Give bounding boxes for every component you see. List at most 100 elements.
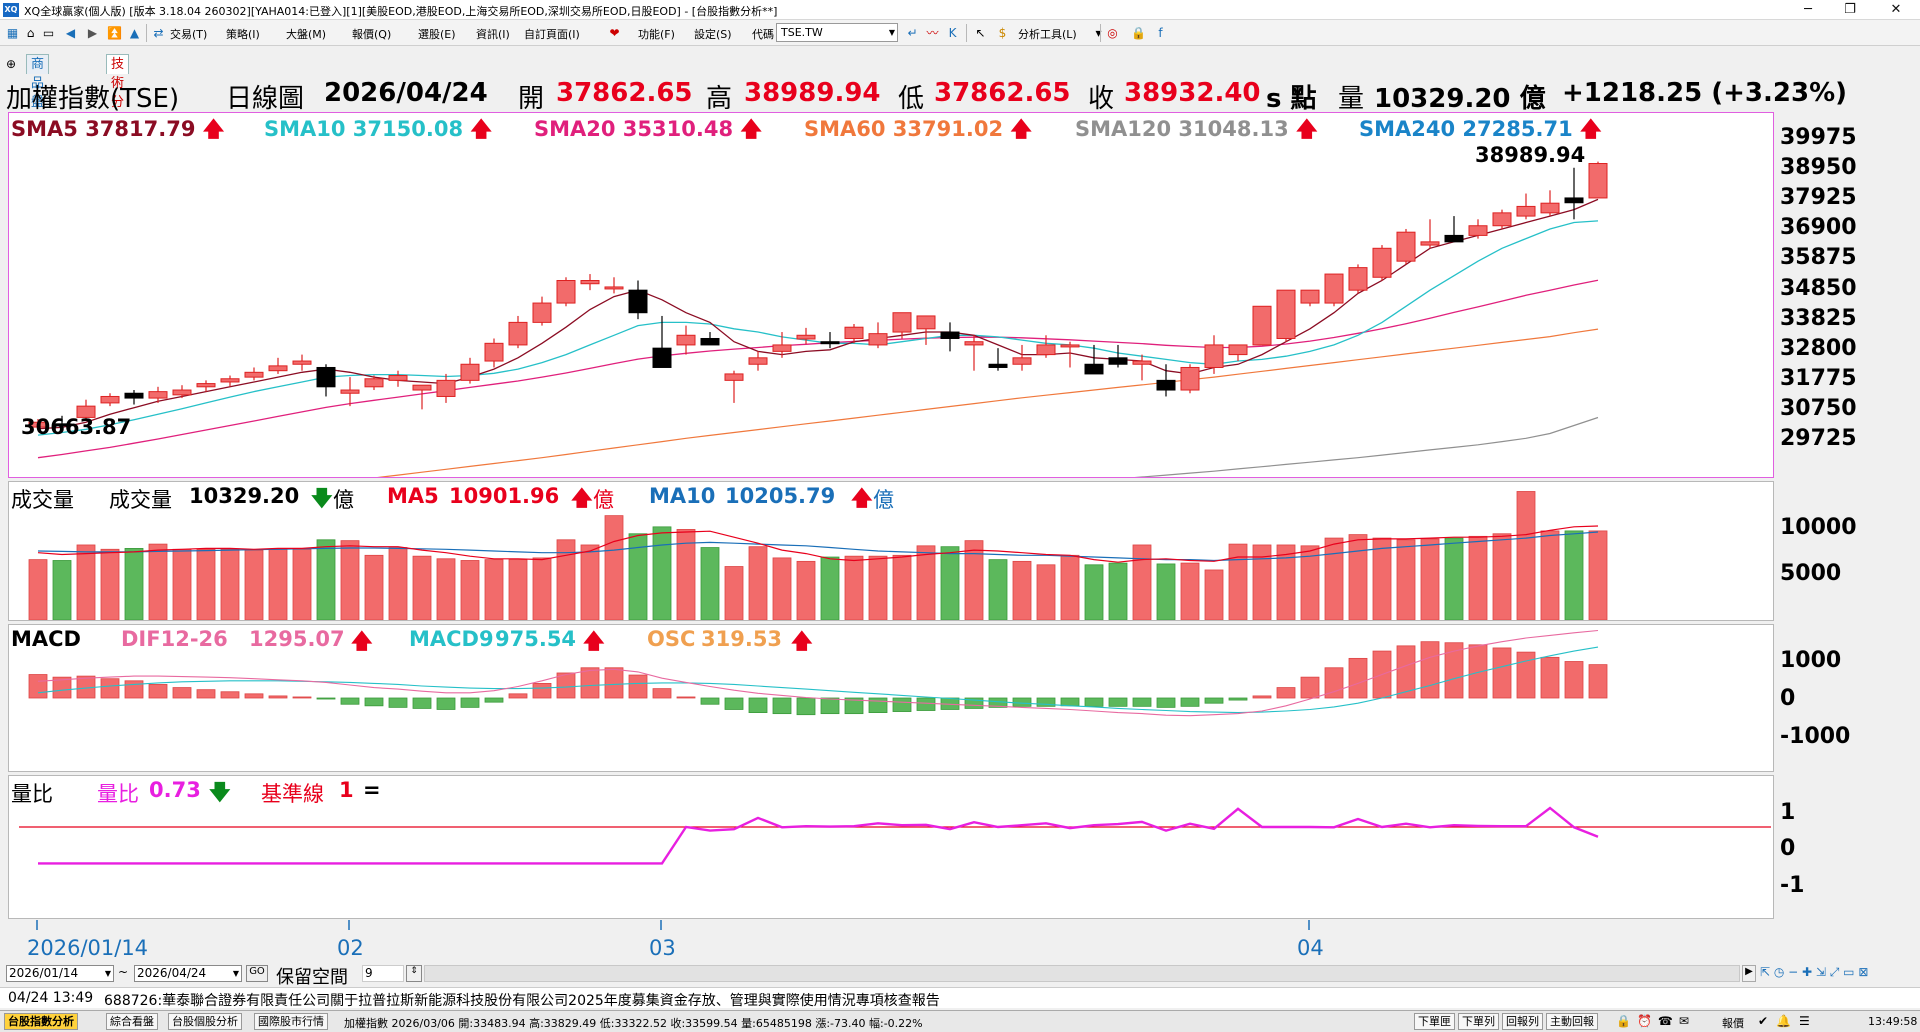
range-tilde: ~: [118, 965, 129, 979]
target-icon[interactable]: ◎: [1107, 25, 1118, 40]
osc-bar: [1444, 642, 1464, 699]
macd-panel[interactable]: MACD DIF12-26 1295.07 🡅 MACD9 975.54 🡅 O…: [8, 624, 1774, 772]
menu-info[interactable]: 資訊(I): [476, 28, 510, 41]
candle-body: [316, 366, 336, 388]
line-chart-icon[interactable]: 〰: [926, 26, 939, 40]
symbol-input[interactable]: TSE.TW ▼: [776, 23, 898, 42]
volume-bar: [364, 554, 384, 620]
enter-icon[interactable]: ↵: [907, 25, 918, 40]
go-button[interactable]: GO: [246, 965, 268, 982]
minimize-button[interactable]: ─: [1804, 2, 1812, 17]
close-button[interactable]: ✕: [1890, 2, 1902, 17]
legend-sma5: SMA5 37817.79 🡅: [11, 117, 225, 141]
status-tab-overview[interactable]: 綜合看盤: [106, 1013, 158, 1030]
candle-body: [268, 365, 288, 372]
menu-analysis-tools[interactable]: 分析工具(L): [1018, 28, 1077, 41]
heart-icon[interactable]: ❤: [609, 25, 620, 40]
dollar-icon[interactable]: $: [998, 25, 1007, 40]
lock-icon[interactable]: 🔒: [1131, 25, 1146, 40]
up-icon[interactable]: ▲: [129, 25, 140, 40]
volume-bar: [556, 539, 576, 620]
osc-value: 319.53: [701, 627, 783, 651]
volume-bar: [100, 548, 120, 620]
menu-settings[interactable]: 設定(S): [694, 28, 732, 41]
volume-bar: [1252, 544, 1272, 620]
to-date-input[interactable]: 2026/04/24 ▼: [134, 965, 242, 982]
status-tab-global[interactable]: 國際股市行情: [254, 1013, 328, 1030]
menu-custom-page[interactable]: 自訂頁面(I): [524, 28, 580, 41]
candle-body: [1156, 379, 1176, 391]
horizontal-scrollbar[interactable]: [424, 965, 1740, 982]
tab-quote[interactable]: 商品盤勢: [26, 54, 50, 129]
order-bar-button[interactable]: 下單列: [1458, 1013, 1499, 1030]
spinner-icon[interactable]: ⇕: [406, 965, 422, 982]
news-ticker[interactable]: 04/24 13:49 688726:華泰聯合證券有限責任公司關于拉普拉斯新能源…: [0, 987, 1920, 1009]
menu-select[interactable]: 選股(E): [418, 28, 456, 41]
k-chart-icon[interactable]: K: [948, 25, 957, 40]
grid-icon[interactable]: ▦: [6, 25, 19, 40]
scroll-right-icon[interactable]: ▶: [1742, 965, 1756, 982]
osc-bar: [796, 697, 816, 716]
order-box-button[interactable]: 下單匣: [1414, 1013, 1455, 1030]
osc-bar: [1204, 697, 1224, 704]
sma20-line: [37, 279, 1599, 459]
osc-bar: [484, 697, 504, 703]
back-icon[interactable]: ◀: [65, 25, 76, 40]
osc-bar: [1180, 697, 1200, 707]
volume-bar: [1156, 563, 1176, 620]
report-bar-button[interactable]: 回報列: [1502, 1013, 1543, 1030]
restore-button[interactable]: ❐: [1844, 2, 1856, 17]
up-arrow-icon: 🡅: [740, 117, 762, 141]
ma10-value: 10205.79: [725, 484, 836, 508]
candle-body: [1396, 231, 1416, 262]
volume-panel[interactable]: 成交量 成交量 10329.20 🡇 億 MA5 10901.96 🡅 億 MA…: [8, 481, 1774, 621]
status-tab-index-analysis[interactable]: 台股指數分析: [4, 1013, 78, 1030]
candle-body: [436, 379, 456, 397]
volume-bar: [1060, 554, 1080, 620]
volume-bar: [1444, 537, 1464, 620]
candle-body: [292, 360, 312, 365]
high-value: 38989.94: [744, 78, 881, 108]
volume-bar: [1204, 569, 1224, 620]
chevron-down-icon[interactable]: ▼: [232, 969, 239, 978]
facebook-icon[interactable]: f: [1158, 25, 1163, 40]
osc-bar: [868, 697, 888, 713]
volume-bar: [1276, 544, 1296, 620]
expand-icon[interactable]: ⊕: [6, 57, 17, 71]
status-tab-stock-analysis[interactable]: 台股個股分析: [168, 1013, 242, 1030]
chevron-down-icon[interactable]: ▼: [104, 969, 111, 978]
volume-bar: [124, 548, 144, 620]
price-chart-panel[interactable]: SMA5 37817.79 🡅 SMA10 37150.08 🡅 SMA20 353…: [8, 112, 1774, 478]
menu-function[interactable]: 功能(F): [638, 28, 675, 41]
news-text[interactable]: 688726:華泰聯合證券有限責任公司關于拉普拉斯新能源科技股份有限公司2025…: [104, 993, 940, 1009]
menu-quote[interactable]: 報價(Q): [352, 28, 392, 41]
status-icons[interactable]: 🔒⏰☎✉: [1616, 1014, 1695, 1028]
chevron-down-icon[interactable]: ▼: [888, 28, 895, 37]
dropdown-icon[interactable]: ▾: [1095, 25, 1102, 40]
osc-bar: [892, 697, 912, 712]
double-up-icon[interactable]: ⏫: [107, 25, 122, 40]
tab-tech-analysis[interactable]: 技術分析: [106, 54, 130, 129]
window-icon[interactable]: ▭: [42, 25, 55, 40]
zoom-tools-icon[interactable]: ⇱ ◷ − ✚ ⇲ ⤢ ▭ ⊠: [1760, 965, 1869, 979]
open-value: 37862.65: [556, 78, 693, 108]
menu-strategy[interactable]: 策略(I): [226, 28, 260, 41]
forward-icon[interactable]: ▶: [87, 25, 98, 40]
ma5-label: MA5: [387, 484, 439, 508]
cursor-icon[interactable]: ↖: [975, 25, 986, 40]
candle-body: [1372, 247, 1392, 278]
active-report-button[interactable]: 主動回報: [1546, 1013, 1598, 1030]
menu-trade[interactable]: 交易(T): [170, 28, 208, 41]
alert-icons[interactable]: ✔🔔☰: [1758, 1014, 1818, 1028]
home-icon[interactable]: ⌂: [26, 25, 35, 40]
keep-space-input[interactable]: 9: [362, 965, 404, 982]
menu-market[interactable]: 大盤(M): [286, 28, 327, 41]
volume-bar: [1540, 530, 1560, 620]
macd-title: MACD: [11, 627, 81, 651]
volume-ratio-panel[interactable]: 量比 量比 0.73 🡇 基準線 1 =: [8, 775, 1774, 919]
date-tick-label: 02: [337, 936, 364, 960]
trade-icon[interactable]: ⇄: [153, 25, 164, 40]
from-date-input[interactable]: 2026/01/14 ▼: [6, 965, 114, 982]
down-arrow-icon: 🡇: [311, 486, 333, 510]
osc-bar: [1084, 697, 1104, 707]
